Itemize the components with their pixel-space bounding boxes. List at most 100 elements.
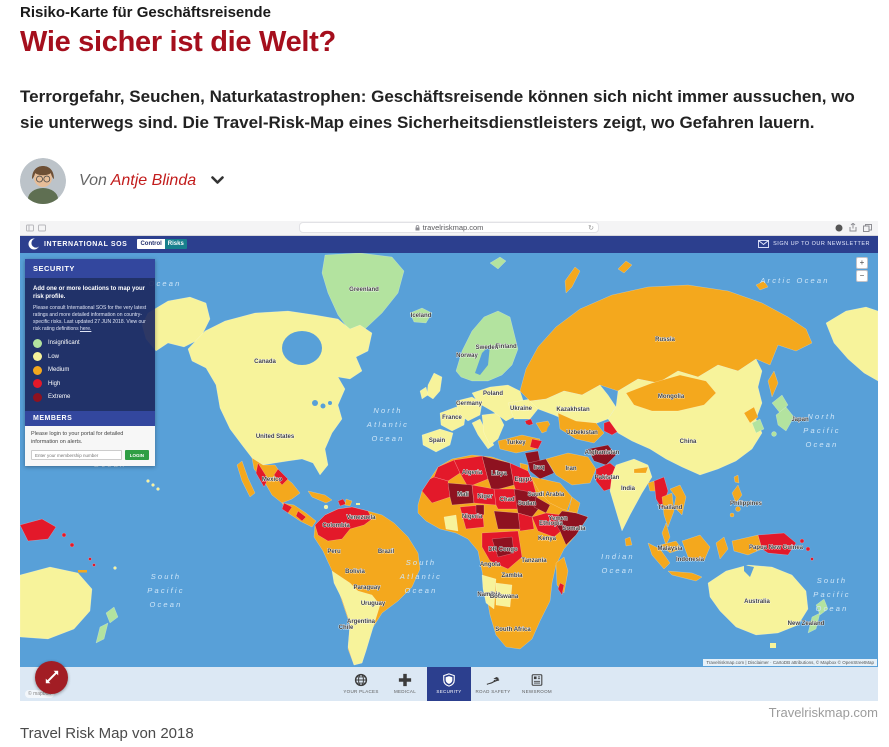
alaska-wrap-right (825, 306, 878, 381)
profile-icon[interactable] (835, 224, 843, 232)
country-labels: Canada United States Mexico Colombia Venezue… (254, 286, 825, 633)
country-label: Canada (254, 359, 276, 365)
north-america (141, 252, 433, 527)
tab-road-safety[interactable]: ROAD SAFETY (471, 667, 515, 701)
login-button[interactable]: LOGIN (124, 450, 149, 461)
globe-icon (354, 673, 368, 687)
world-map[interactable]: Arctic Ocean Ocean North Atlantic Ocean North… (20, 252, 878, 667)
tab-security[interactable]: SECURITY (427, 666, 471, 701)
country-label: Chile (339, 625, 354, 631)
country-label: Peru (327, 549, 341, 555)
site-header: INTERNATIONAL SOS Control Risks SIGN UP T… (20, 235, 878, 253)
brand-name[interactable]: INTERNATIONAL SOS (44, 240, 128, 248)
country-label: Nigeria (462, 514, 483, 520)
legend-dot-icon (33, 392, 42, 402)
page-title: Wie sicher ist die Welt? (20, 26, 336, 58)
ocean-label: Pacific (147, 586, 185, 595)
toolbar-tabs: YOUR PLACES MEDICAL SECURITY ROAD SAFETY NEW… (20, 666, 878, 701)
ocean-label: Indian (601, 552, 635, 561)
ocean-label: Ocean (805, 440, 838, 449)
country-label: Poland (483, 391, 503, 397)
europe (419, 310, 539, 452)
country-label: Australia (744, 599, 770, 605)
country-label: Malaysia (657, 546, 683, 552)
ocean-label: Ocean (815, 604, 848, 613)
country-label: Philippines (730, 501, 763, 507)
byline-prefix: Von (79, 171, 107, 189)
country-label: Mexico (262, 477, 283, 483)
tabs-icon[interactable] (863, 223, 872, 232)
tab-newsroom[interactable]: NEWSROOM (515, 667, 559, 701)
pacific-wrap-left (20, 478, 160, 644)
country-label: Zambia (501, 573, 523, 579)
country-label: Niger (477, 494, 493, 500)
ocean-labels: Arctic Ocean Ocean North Atlantic Ocean North… (93, 276, 848, 613)
ocean-label: South (817, 576, 848, 585)
country-label: France (442, 415, 462, 421)
site-toolbar: YOUR PLACES MEDICAL SECURITY ROAD SAFETY NEW… (20, 666, 878, 701)
country-label: Germany (456, 401, 483, 407)
mapbox-credit[interactable]: © mapbox (25, 689, 54, 698)
ocean-label: Ocean (601, 566, 634, 575)
southeast-asia (647, 474, 814, 581)
country-label: Paraguay (353, 585, 381, 591)
ocean-label: Atlantic (366, 420, 409, 429)
country-label: DR Congo (488, 547, 518, 553)
country-label: South Africa (495, 627, 531, 633)
country-label: Spain (429, 438, 446, 444)
country-label: Finland (495, 344, 517, 350)
legend-dot-icon (33, 365, 42, 375)
country-label: Afghanistan (585, 450, 620, 456)
legend-item: Medium (33, 365, 147, 375)
ocean-label: Ocean (149, 600, 182, 609)
russia-and-asia (508, 284, 813, 475)
country-label: Iraq (533, 465, 544, 471)
window-controls-icon[interactable] (26, 224, 46, 232)
image-credit[interactable]: Travelriskmap.com (768, 704, 878, 720)
byline: Von Antje Blinda (20, 157, 889, 204)
country-label: Tanzania (521, 558, 547, 564)
chevron-down-icon[interactable] (211, 176, 224, 185)
tab-label: ROAD SAFETY (475, 689, 511, 695)
image-caption: Travel Risk Map von 2018 (20, 724, 194, 742)
zoom-in-button[interactable]: + (856, 256, 868, 269)
url-bar[interactable]: travelriskmap.com ↻ (299, 222, 599, 234)
tab-medical[interactable]: MEDICAL (383, 667, 427, 701)
control-risks-logo[interactable]: Control Risks (137, 239, 187, 250)
map-attribution[interactable]: Travelriskmap.com | Disclaimer · CartoDB… (703, 658, 877, 666)
author-avatar[interactable] (20, 157, 66, 204)
membership-input[interactable] (31, 450, 122, 461)
country-label: Saudi Arabia (528, 492, 565, 498)
country-label: Norway (456, 353, 478, 359)
map-area[interactable]: Arctic Ocean Ocean North Atlantic Ocean North… (20, 252, 878, 667)
arctic-islands (489, 256, 769, 294)
international-sos-logo-icon (28, 238, 40, 250)
newsletter-signup[interactable]: SIGN UP TO OUR NEWSLETTER (758, 240, 870, 249)
definitions-link[interactable]: here. (79, 325, 92, 332)
article-intro: Terrorgefahr, Seuchen, Naturkatastrophen… (20, 87, 855, 133)
expand-button[interactable] (35, 660, 68, 694)
risk-legend: Insignificant Low Medium High Extreme (33, 338, 147, 402)
legend-dot-icon (33, 379, 42, 389)
country-label: Japan (791, 417, 809, 423)
author-link[interactable]: Antje Blinda (110, 171, 197, 189)
reload-icon[interactable]: ↻ (588, 224, 594, 232)
country-label: Ethiopia (539, 521, 563, 527)
legend-dot-icon (33, 352, 42, 362)
share-icon[interactable] (849, 223, 857, 232)
ocean-label: Atlantic (399, 572, 442, 581)
zoom-out-button[interactable]: − (856, 269, 868, 282)
country-label: Namibia (477, 592, 501, 598)
legend-item: Extreme (33, 392, 147, 402)
members-note: Please login to your portal for detailed… (31, 431, 124, 445)
country-label: Angola (480, 562, 501, 568)
panel-title: SECURITY (25, 258, 155, 278)
tab-your-places[interactable]: YOUR PLACES (339, 667, 383, 701)
legend-label: Extreme (48, 394, 71, 401)
country-label: Kazakhstan (556, 407, 590, 413)
shield-icon (442, 673, 456, 687)
news-icon (530, 673, 544, 687)
map-zoom-control: + − (856, 256, 868, 282)
legend-item: High (33, 379, 147, 389)
panel-note: Please consult International SOS for the… (33, 304, 147, 332)
